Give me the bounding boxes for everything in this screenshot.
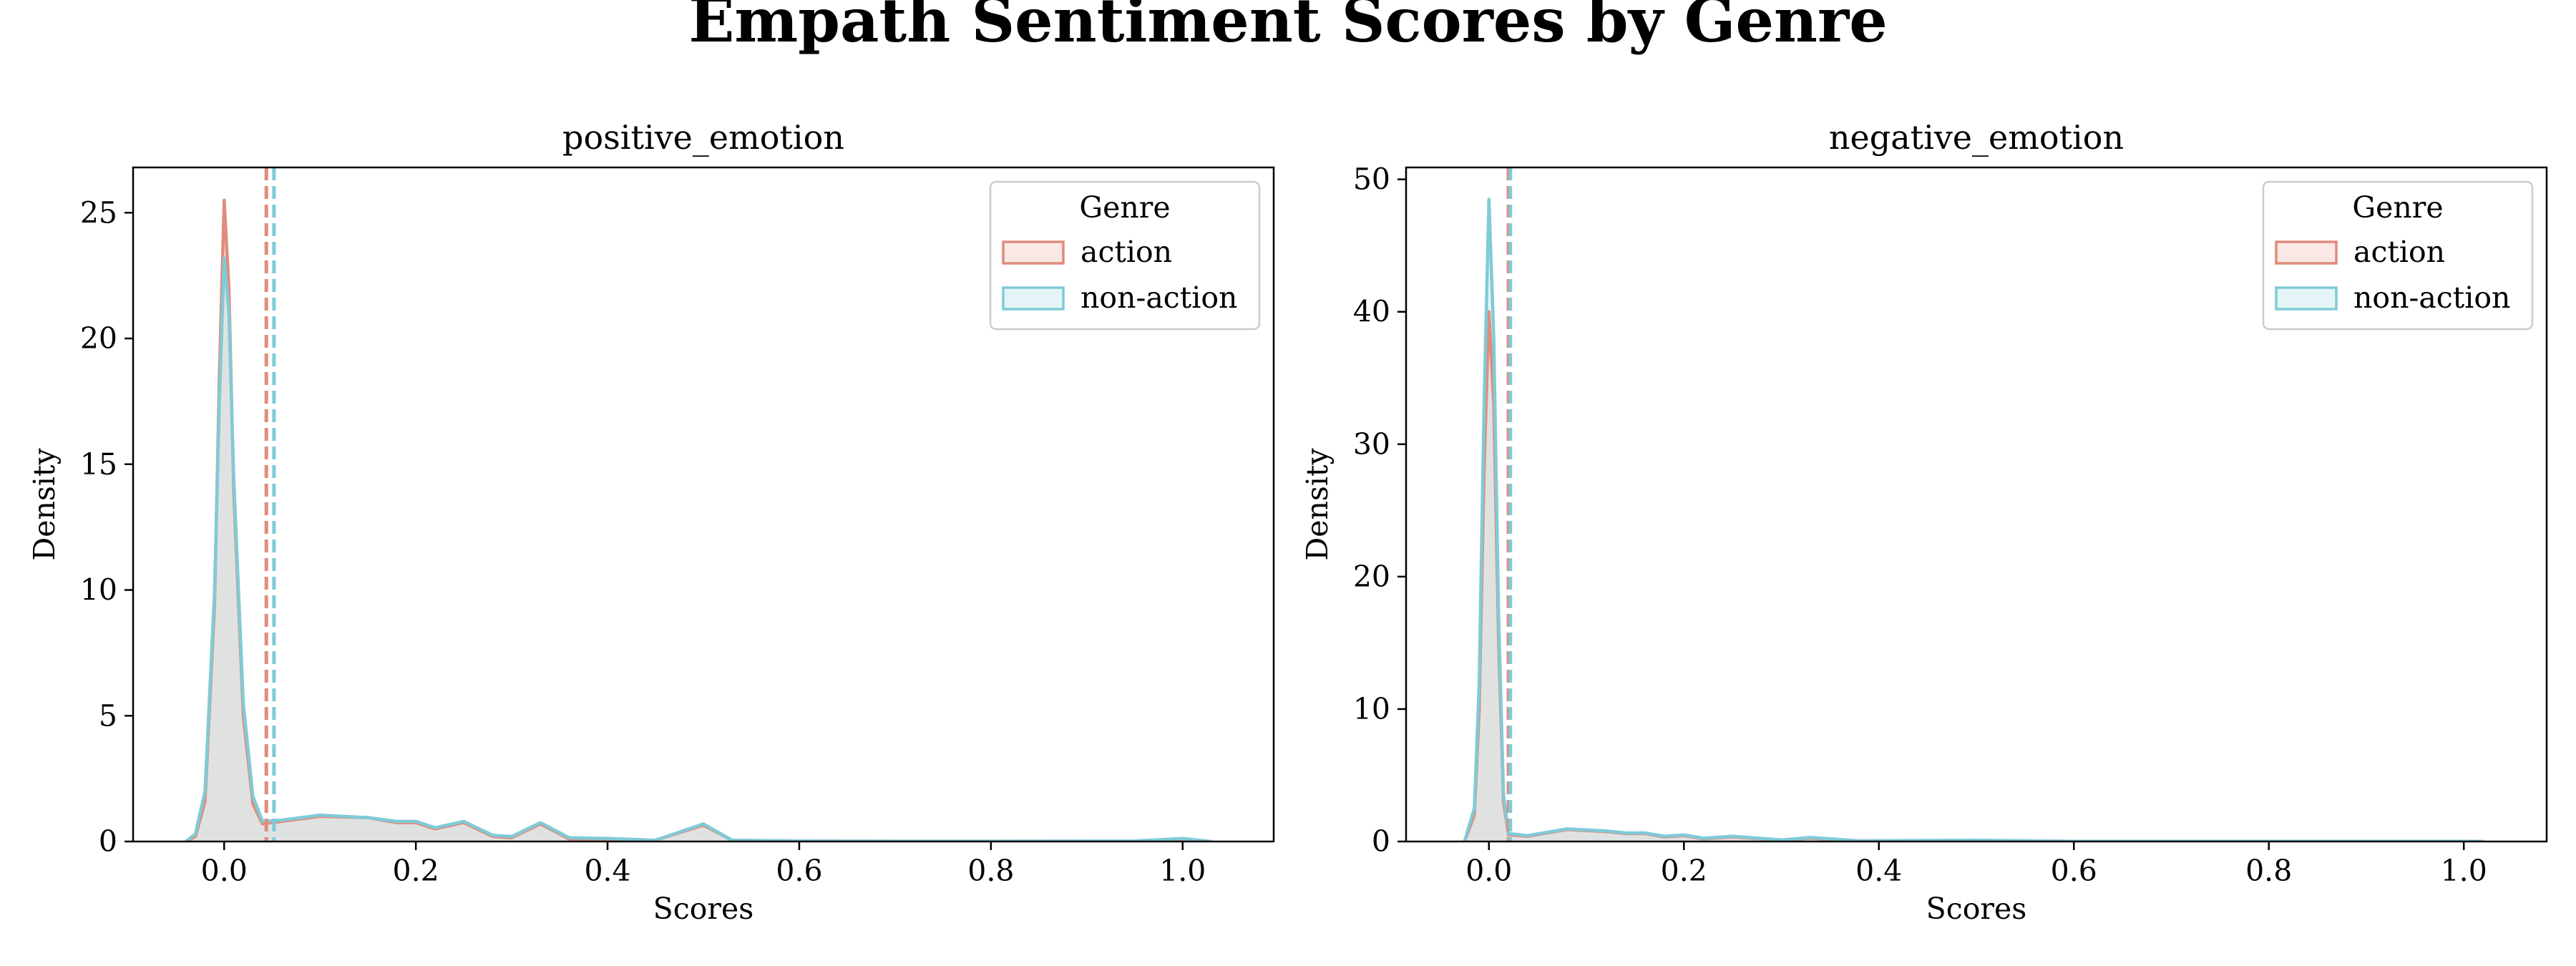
p1-ytick-label: 0 bbox=[1372, 824, 1390, 859]
p1-legend-label-non-action: non-action bbox=[2353, 280, 2510, 315]
p1-legend-title: Genre bbox=[2352, 190, 2443, 225]
p1-axes-frame bbox=[1405, 166, 2548, 843]
p0-xtick-label: 0.6 bbox=[776, 854, 822, 888]
p1-xtick-label: 0.6 bbox=[2051, 854, 2097, 888]
panel-positive-emotion: positive_emotion 0.0 0.2 0.4 0.6 0.8 1.0 0 5 10 15… bbox=[27, 118, 1275, 926]
p1-ytick-label: 20 bbox=[1353, 560, 1390, 594]
p0-legend-swatch-non-action bbox=[1002, 286, 1065, 311]
p0-axes-frame bbox=[132, 166, 1275, 843]
p1-ytick-label: 10 bbox=[1353, 692, 1390, 726]
p1-xtick-label: 0.0 bbox=[1465, 854, 1512, 888]
p0-xtick-label: 0.2 bbox=[393, 854, 439, 888]
p0-xtick-label: 0.0 bbox=[201, 854, 248, 888]
p1-legend-swatch-non-action bbox=[2275, 286, 2338, 311]
p0-ytick-label: 10 bbox=[80, 573, 117, 608]
p1-xtick-label: 1.0 bbox=[2441, 854, 2487, 888]
p1-density-line-non-action bbox=[1463, 197, 2484, 841]
p0-ytick-label: 25 bbox=[80, 195, 117, 230]
p0-ytick-label: 5 bbox=[99, 698, 117, 733]
p1-legend-box bbox=[2262, 180, 2534, 331]
figure-suptitle: Empath Sentiment Scores by Genre bbox=[688, 0, 1887, 56]
p0-ytick-label: 15 bbox=[80, 447, 117, 482]
p1-ytick-label: 40 bbox=[1353, 295, 1390, 329]
p0-xtick-label: 0.8 bbox=[967, 854, 1014, 888]
p0-x-axis-label: Scores bbox=[653, 892, 754, 926]
p0-ytick-label: 20 bbox=[80, 321, 117, 356]
p1-title: negative_emotion bbox=[1829, 118, 2124, 157]
p0-xtick-label: 0.4 bbox=[584, 854, 630, 888]
panel-negative-emotion: negative_emotion 0.0 0.2 0.4 0.6 0.8 1.0 0 10 20 3… bbox=[1300, 118, 2548, 926]
p1-x-axis-label: Scores bbox=[1926, 892, 2027, 926]
p0-y-axis-label: Density bbox=[27, 448, 62, 561]
p0-xtick-label: 1.0 bbox=[1159, 854, 1206, 888]
p1-density-line-action bbox=[1463, 310, 2484, 841]
p0-legend-box bbox=[989, 180, 1261, 331]
p0-density-fill-non-action bbox=[185, 258, 1211, 841]
p1-ytick-label: 50 bbox=[1353, 162, 1390, 197]
p1-plot-area bbox=[1463, 167, 2484, 841]
p0-legend-title: Genre bbox=[1079, 190, 1170, 225]
p1-xtick-label: 0.8 bbox=[2245, 854, 2292, 888]
p0-legend-swatch-action bbox=[1002, 240, 1065, 265]
p1-xtick-label: 0.2 bbox=[1661, 854, 1707, 888]
p0-legend-label-action: action bbox=[1080, 235, 1172, 269]
p1-density-fill-action bbox=[1464, 311, 2484, 841]
p0-ytick-label: 0 bbox=[99, 824, 117, 859]
p1-legend-label-action: action bbox=[2353, 235, 2445, 269]
p1-xtick-label: 0.4 bbox=[1855, 854, 1902, 888]
p0-density-line-non-action bbox=[185, 256, 1212, 841]
p0-title: positive_emotion bbox=[562, 118, 844, 157]
p0-legend: Genre action non-action bbox=[989, 180, 1261, 331]
p1-legend: Genre action non-action bbox=[2262, 180, 2534, 331]
p0-legend-label-non-action: non-action bbox=[1080, 280, 1237, 315]
p1-ytick-label: 30 bbox=[1353, 427, 1390, 462]
p1-legend-swatch-action bbox=[2275, 240, 2338, 265]
p1-y-axis-label: Density bbox=[1300, 448, 1335, 561]
